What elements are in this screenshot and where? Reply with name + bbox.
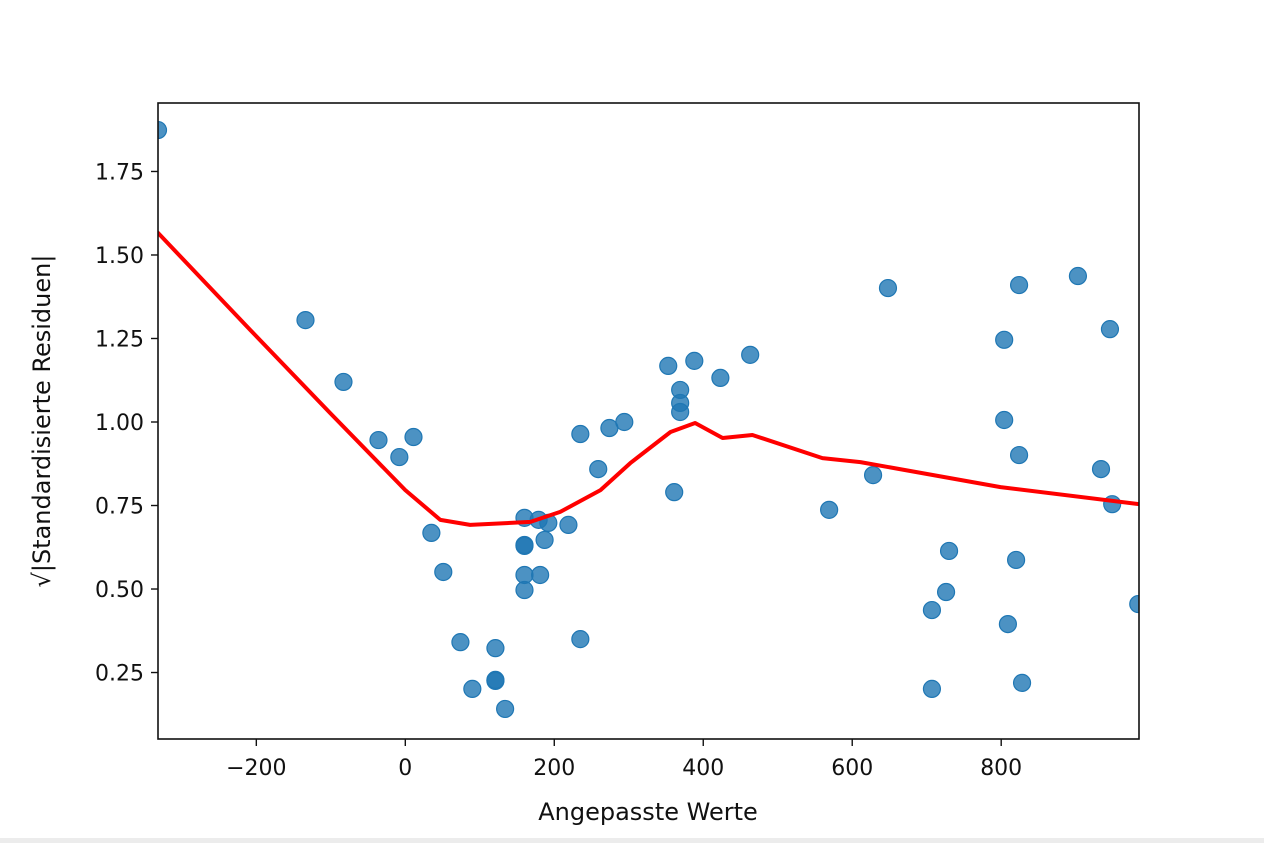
x-tick-label: −200 xyxy=(226,756,286,781)
data-point xyxy=(515,580,534,600)
data-point xyxy=(486,671,505,690)
data-point xyxy=(296,311,315,330)
data-point xyxy=(922,600,942,620)
data-point xyxy=(998,614,1018,634)
data-point xyxy=(939,541,959,561)
data-point xyxy=(995,410,1014,430)
data-point xyxy=(486,639,505,658)
data-point xyxy=(1006,550,1026,570)
x-axis-ticks: −200 0 200 400 600 800 xyxy=(226,739,1022,781)
data-point xyxy=(571,424,590,444)
data-point xyxy=(1012,673,1032,692)
x-tick-label: 600 xyxy=(831,756,873,781)
data-point xyxy=(1100,320,1120,339)
data-point xyxy=(158,120,168,140)
data-point xyxy=(1009,275,1029,295)
x-tick-label: 200 xyxy=(533,756,575,781)
bottom-edge-band xyxy=(0,838,1264,843)
lowess-line xyxy=(158,230,1139,527)
lowess-path xyxy=(158,230,1139,527)
data-point xyxy=(559,515,578,534)
data-point xyxy=(711,368,730,388)
data-point xyxy=(515,536,534,556)
data-point xyxy=(878,278,898,298)
data-point xyxy=(659,356,678,375)
y-tick-label: 1.00 xyxy=(95,411,144,436)
y-tick-label: 0.50 xyxy=(95,578,144,603)
data-point xyxy=(1009,445,1029,465)
y-tick-label: 1.75 xyxy=(95,160,144,185)
data-point xyxy=(615,412,634,432)
data-point xyxy=(671,402,690,422)
data-point xyxy=(820,500,839,519)
data-point xyxy=(936,582,956,602)
data-point xyxy=(685,351,704,370)
y-tick-label: 1.25 xyxy=(95,327,144,352)
y-axis-label: √|Standardisierte Residuen| xyxy=(28,255,56,588)
data-point xyxy=(531,565,550,585)
plot-frame xyxy=(157,102,1140,740)
data-point xyxy=(741,345,760,364)
x-tick-label: 400 xyxy=(682,756,724,781)
y-axis-ticks: 0.25 0.50 0.75 1.00 1.25 1.50 1.75 xyxy=(95,160,158,687)
data-point xyxy=(589,460,608,479)
y-tick-label: 0.25 xyxy=(95,662,144,687)
data-point xyxy=(334,372,353,392)
data-point xyxy=(665,483,684,502)
data-point xyxy=(434,562,453,582)
data-point xyxy=(571,630,590,649)
scatter-points xyxy=(158,120,1139,719)
data-point xyxy=(1091,460,1111,479)
data-point xyxy=(496,699,515,719)
x-axis-label: Angepasste Werte xyxy=(538,798,758,826)
y-tick-label: 1.50 xyxy=(95,244,144,269)
data-point xyxy=(451,633,470,652)
x-tick-label: 800 xyxy=(980,756,1022,781)
data-point xyxy=(535,530,554,550)
data-point xyxy=(463,679,482,698)
data-point xyxy=(995,330,1014,349)
data-point xyxy=(1068,266,1088,286)
data-point xyxy=(863,466,883,485)
y-tick-label: 0.75 xyxy=(95,495,144,520)
data-point xyxy=(422,523,441,543)
data-point xyxy=(369,430,388,450)
x-tick-label: 0 xyxy=(398,756,412,781)
data-point xyxy=(922,679,942,698)
data-point xyxy=(404,427,423,447)
data-point xyxy=(390,447,409,467)
